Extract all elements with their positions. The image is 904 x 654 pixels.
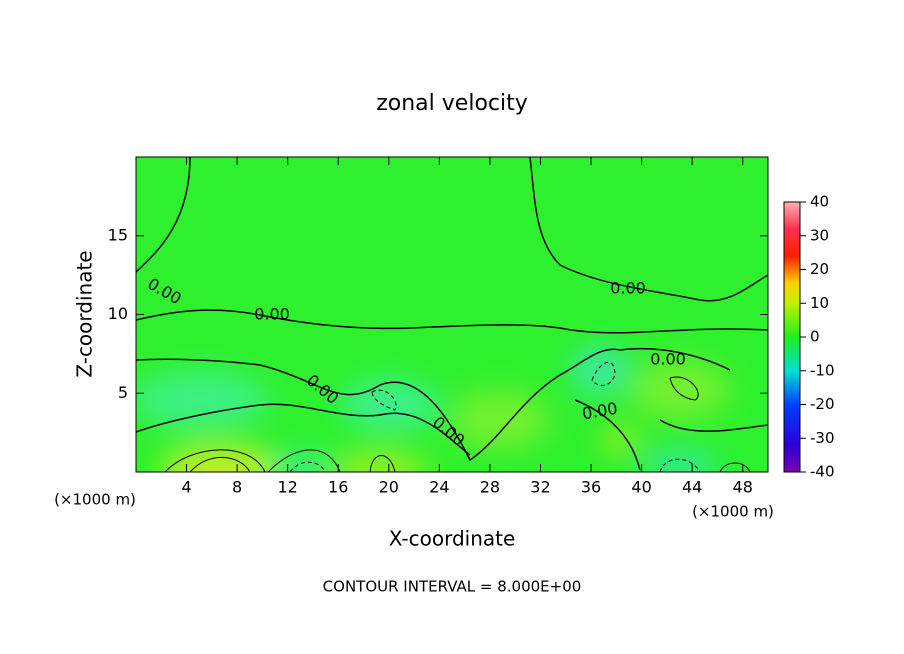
colorbar-tick-label: 0 <box>810 328 820 346</box>
y-unit-label: (×1000 m) <box>54 491 136 509</box>
x-tick-label: 16 <box>328 478 348 497</box>
x-unit-label: (×1000 m) <box>692 503 774 521</box>
colorbar-tick-label: 10 <box>810 294 829 312</box>
colorbar-tick-label: -40 <box>810 463 835 481</box>
y-tick-label: 15 <box>108 225 128 244</box>
x-tick-label: 32 <box>530 478 550 497</box>
x-tick-label: 8 <box>232 478 242 497</box>
chart-title: zonal velocity <box>376 91 528 116</box>
x-tick-label: 12 <box>278 478 298 497</box>
colorbar-tick-label: -30 <box>810 429 835 447</box>
colorbar-tick-label: 20 <box>810 260 829 278</box>
colorbar-tick-label: -10 <box>810 361 835 379</box>
x-tick-label: 28 <box>480 478 500 497</box>
y-axis-title: Z-coordinate <box>73 250 97 377</box>
y-tick-label: 10 <box>108 304 128 323</box>
x-tick-label: 40 <box>631 478 651 497</box>
colorbar-tick-label: -20 <box>810 395 835 413</box>
x-tick-label: 48 <box>733 478 753 497</box>
contour-label: 0.00 <box>610 279 646 298</box>
footnote: CONTOUR INTERVAL = 8.000E+00 <box>323 578 582 596</box>
x-axis-title: X-coordinate <box>389 527 516 551</box>
contour-label: 0.00 <box>650 350 686 369</box>
y-tick-label: 5 <box>118 383 128 402</box>
colorbar-tick-label: 30 <box>810 226 829 244</box>
colorbar-tick-label: 40 <box>810 193 829 211</box>
colorbar <box>783 201 801 473</box>
x-tick-label: 20 <box>379 478 399 497</box>
contour-label: 0.00 <box>254 305 290 324</box>
x-tick-label: 4 <box>181 478 191 497</box>
x-tick-label: 36 <box>581 478 601 497</box>
field <box>136 157 768 472</box>
x-tick-label: 44 <box>682 478 702 497</box>
x-tick-label: 24 <box>429 478 449 497</box>
